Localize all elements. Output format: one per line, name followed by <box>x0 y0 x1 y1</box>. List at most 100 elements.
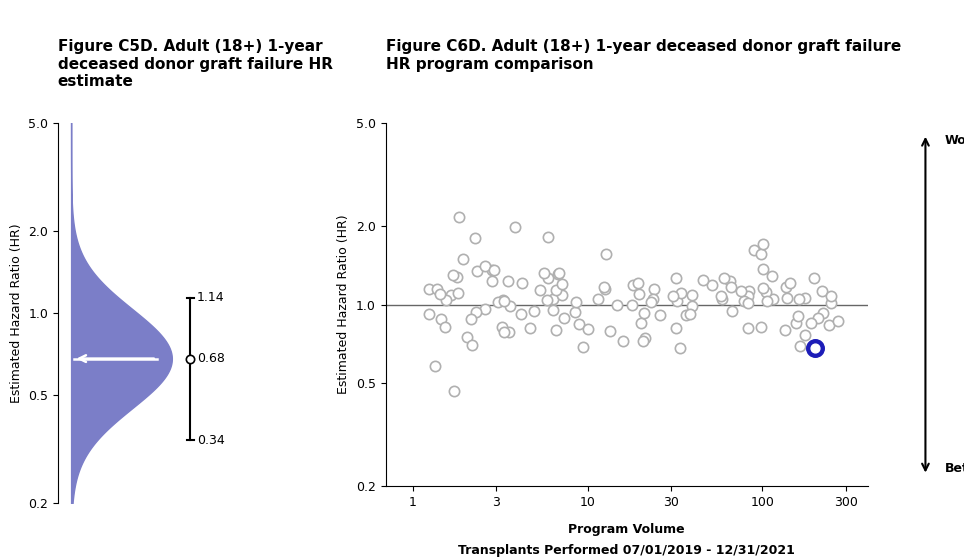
Point <box>695 276 710 285</box>
Point <box>713 291 729 300</box>
Point <box>790 311 806 320</box>
Point <box>830 316 845 325</box>
Point <box>541 233 556 241</box>
Point <box>746 245 762 254</box>
Point <box>684 291 700 300</box>
Point <box>495 323 510 331</box>
Point <box>599 249 614 258</box>
Point <box>445 271 461 280</box>
Point <box>540 296 555 305</box>
Point <box>484 265 499 274</box>
Point <box>779 283 794 292</box>
Point <box>421 309 437 318</box>
Point <box>797 293 813 302</box>
Point <box>554 290 570 299</box>
Text: Better: Better <box>945 462 964 475</box>
Point <box>514 278 529 287</box>
Point <box>450 288 466 297</box>
Point <box>704 281 719 290</box>
Point <box>740 298 756 307</box>
Point <box>716 273 732 282</box>
Point <box>683 309 698 318</box>
Point <box>811 313 826 322</box>
Point <box>477 262 493 271</box>
Point <box>792 342 808 350</box>
Point <box>549 270 565 279</box>
Point <box>653 310 668 319</box>
Point <box>451 213 467 222</box>
Point <box>575 342 590 351</box>
Point <box>713 295 729 304</box>
Point <box>568 297 583 306</box>
Point <box>433 315 448 324</box>
Text: Worse: Worse <box>945 134 964 147</box>
Point <box>526 306 542 315</box>
Point <box>496 327 512 336</box>
Point <box>753 250 768 259</box>
Point <box>684 302 700 311</box>
Point <box>572 320 587 329</box>
Point <box>514 310 529 319</box>
Point <box>446 386 462 395</box>
Point <box>477 305 493 314</box>
Point <box>532 286 548 295</box>
Point <box>429 284 444 293</box>
Point <box>645 294 660 303</box>
Text: Figure C5D. Adult (18+) 1-year
deceased donor graft failure HR
estimate: Figure C5D. Adult (18+) 1-year deceased … <box>58 39 333 89</box>
Point <box>460 332 475 341</box>
Point <box>549 326 564 335</box>
Text: 0.34: 0.34 <box>197 434 225 447</box>
Point <box>469 267 485 276</box>
Point <box>597 282 612 291</box>
Point <box>635 337 651 345</box>
Point <box>438 322 453 331</box>
Point <box>597 285 612 294</box>
Point <box>764 271 780 280</box>
Text: 0.68: 0.68 <box>197 352 225 365</box>
Point <box>723 282 738 291</box>
Point <box>666 292 682 301</box>
Text: Figure C6D. Adult (18+) 1-year deceased donor graft failure
HR program compariso: Figure C6D. Adult (18+) 1-year deceased … <box>386 39 900 72</box>
Point <box>469 307 484 316</box>
Point <box>439 295 454 304</box>
Point <box>554 280 570 289</box>
Point <box>495 296 511 305</box>
Point <box>760 296 775 305</box>
Text: 1.14: 1.14 <box>197 291 225 304</box>
Point <box>803 318 818 327</box>
Point <box>486 266 501 274</box>
Point <box>821 321 837 330</box>
Point <box>636 309 652 318</box>
Point <box>756 283 771 292</box>
Point <box>756 264 771 273</box>
Point <box>741 286 757 295</box>
Point <box>815 287 830 296</box>
Point <box>807 344 822 353</box>
Point <box>590 295 605 304</box>
Point <box>815 308 830 317</box>
Point <box>501 328 517 337</box>
Point <box>536 269 551 278</box>
Point <box>546 306 561 315</box>
Point <box>625 301 640 310</box>
Point <box>616 337 631 346</box>
Point <box>507 223 522 232</box>
Point <box>484 277 499 286</box>
Point <box>669 297 684 306</box>
Point <box>522 324 538 333</box>
Point <box>782 278 797 287</box>
Point <box>724 306 739 315</box>
Point <box>602 327 618 336</box>
Point <box>609 300 625 309</box>
Point <box>500 277 516 286</box>
Point <box>568 307 583 316</box>
Point <box>644 298 659 307</box>
Point <box>449 273 465 282</box>
Point <box>807 344 822 353</box>
Point <box>546 295 561 304</box>
Text: Program Volume: Program Volume <box>569 523 684 536</box>
Point <box>637 333 653 342</box>
Point <box>631 289 647 298</box>
Point <box>806 274 821 283</box>
Point <box>421 285 437 293</box>
